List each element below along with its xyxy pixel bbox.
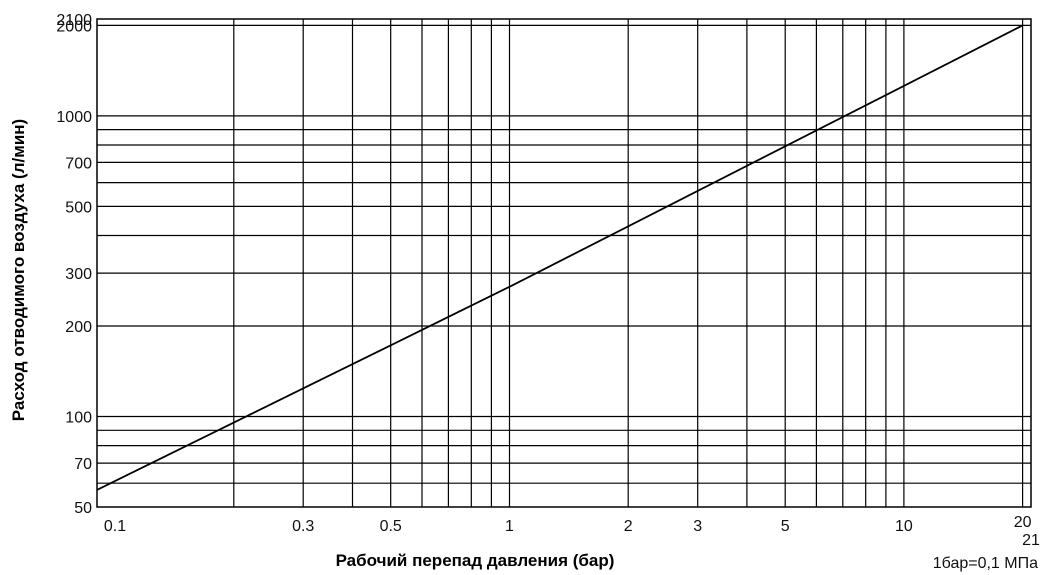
y-tick-label: 100 xyxy=(65,410,92,427)
y-tick-label: 1000 xyxy=(56,109,92,126)
x-tick-label: 5 xyxy=(781,518,790,535)
plot-frame xyxy=(96,18,1032,508)
x-tick-label: 0.5 xyxy=(380,518,402,535)
x-tick-label: 10 xyxy=(895,518,913,535)
series-layer xyxy=(96,24,1024,491)
x-tick-label: 0.3 xyxy=(292,518,314,535)
x-axis-title: Рабочий перепад давления (бар) xyxy=(336,551,615,570)
unit-note: 1бар=0,1 МПа xyxy=(933,555,1038,572)
x-tick-label: 20 xyxy=(1014,514,1032,531)
grid xyxy=(97,19,1031,507)
y-tick-label: 2000 xyxy=(56,18,92,35)
x-tick-label: 2 xyxy=(624,518,633,535)
y-tick-label: 70 xyxy=(74,456,92,473)
y-tick-label: 500 xyxy=(65,199,92,216)
x-tick-label: 0.1 xyxy=(104,518,126,535)
x-tick-label: 1 xyxy=(505,518,514,535)
x-tick-label: 21 xyxy=(1022,532,1040,549)
y-tick-label: 700 xyxy=(65,155,92,172)
x-tick-label: 3 xyxy=(693,518,702,535)
y-tick-label: 50 xyxy=(74,500,92,517)
y-axis-title: Расход отводимого воздуха (л/мин) xyxy=(9,119,28,421)
y-tick-label: 200 xyxy=(65,319,92,336)
y-tick-label: 300 xyxy=(65,266,92,283)
y-tick-label: 2100 xyxy=(56,12,92,29)
series-line xyxy=(96,24,1024,491)
